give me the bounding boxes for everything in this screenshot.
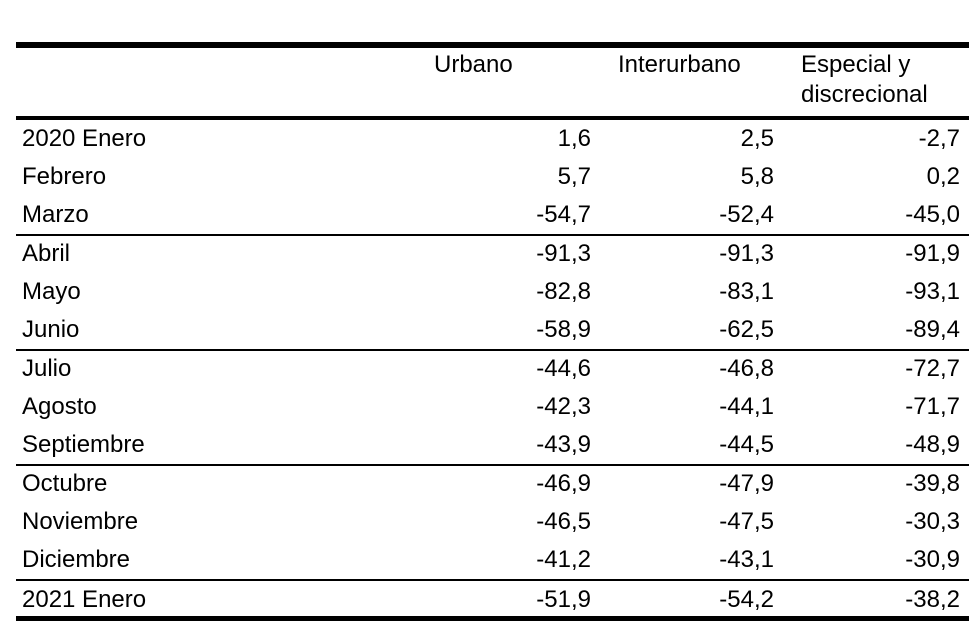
row-label: 2021 Enero xyxy=(22,586,147,613)
cell-especial: -91,9 xyxy=(905,240,960,267)
table-row: Marzo -54,7 -52,4 -45,0 xyxy=(16,196,969,234)
table-row: 2020 Enero 1,6 2,5 -2,7 xyxy=(16,120,969,158)
table-row: Julio -44,6 -46,8 -72,7 xyxy=(16,350,969,388)
table-row: Agosto -42,3 -44,1 -71,7 xyxy=(16,388,969,426)
cell-especial: -30,9 xyxy=(905,546,960,573)
cell-urbano: -82,8 xyxy=(536,278,591,305)
cell-interurbano: -91,3 xyxy=(719,240,774,267)
cell-interurbano: -47,9 xyxy=(719,470,774,497)
table-row: Febrero 5,7 5,8 0,2 xyxy=(16,158,969,196)
table-row: Octubre -46,9 -47,9 -39,8 xyxy=(16,465,969,503)
cell-urbano: -51,9 xyxy=(536,586,591,613)
row-label: Agosto xyxy=(22,393,97,420)
cell-interurbano: -47,5 xyxy=(719,508,774,535)
header-rule xyxy=(16,116,969,120)
row-label: 2020 Enero xyxy=(22,125,147,152)
cell-especial: -30,3 xyxy=(905,508,960,535)
column-header-especial: Especial y discrecional xyxy=(801,50,928,110)
cell-especial: 0,2 xyxy=(926,163,960,190)
cell-interurbano: -46,8 xyxy=(719,355,774,382)
row-label: Octubre xyxy=(22,470,108,497)
table-row: Noviembre -46,5 -47,5 -30,3 xyxy=(16,503,969,541)
cell-urbano: -43,9 xyxy=(536,431,591,458)
cell-especial: -71,7 xyxy=(905,393,960,420)
table-row: Abril -91,3 -91,3 -91,9 xyxy=(16,235,969,273)
cell-urbano: -44,6 xyxy=(536,355,591,382)
cell-urbano: -58,9 xyxy=(536,316,591,343)
table-row: Junio -58,9 -62,5 -89,4 xyxy=(16,311,969,349)
row-label: Mayo xyxy=(22,278,81,305)
cell-urbano: -91,3 xyxy=(536,240,591,267)
cell-especial: -38,2 xyxy=(905,586,960,613)
column-header-urbano: Urbano xyxy=(434,51,513,78)
row-label: Febrero xyxy=(22,163,107,190)
cell-especial: -45,0 xyxy=(905,201,960,228)
cell-especial: -2,7 xyxy=(918,125,960,152)
cell-especial: -93,1 xyxy=(905,278,960,305)
table-bottom-rule xyxy=(16,616,969,621)
cell-urbano: 5,7 xyxy=(557,163,591,190)
quarter-divider-rule xyxy=(16,464,969,466)
row-label: Marzo xyxy=(22,201,89,228)
cell-especial: -72,7 xyxy=(905,355,960,382)
column-header-interurbano: Interurbano xyxy=(618,51,741,78)
table-top-rule xyxy=(16,42,969,48)
row-label: Noviembre xyxy=(22,508,139,535)
column-header-especial-line2: discrecional xyxy=(801,81,928,108)
row-label: Diciembre xyxy=(22,546,131,573)
column-header-especial-line1: Especial y xyxy=(801,51,911,78)
cell-urbano: -42,3 xyxy=(536,393,591,420)
cell-interurbano: -54,2 xyxy=(719,586,774,613)
cell-interurbano: 2,5 xyxy=(740,125,774,152)
table-row: Mayo -82,8 -83,1 -93,1 xyxy=(16,273,969,311)
cell-interurbano: -52,4 xyxy=(719,201,774,228)
row-label: Junio xyxy=(22,316,80,343)
cell-especial: -48,9 xyxy=(905,431,960,458)
cell-interurbano: -44,1 xyxy=(719,393,774,420)
year-divider-rule xyxy=(16,579,969,581)
cell-interurbano: 5,8 xyxy=(740,163,774,190)
data-table: Urbano Interurbano Especial y discrecion… xyxy=(16,42,969,622)
table-row: Septiembre -43,9 -44,5 -48,9 xyxy=(16,426,969,464)
cell-urbano: -46,9 xyxy=(536,470,591,497)
row-label: Julio xyxy=(22,355,72,382)
cell-urbano: 1,6 xyxy=(557,125,591,152)
cell-interurbano: -44,5 xyxy=(719,431,774,458)
cell-urbano: -46,5 xyxy=(536,508,591,535)
table-row: 2021 Enero -51,9 -54,2 -38,2 xyxy=(16,581,969,619)
cell-especial: -89,4 xyxy=(905,316,960,343)
cell-interurbano: -83,1 xyxy=(719,278,774,305)
row-label: Abril xyxy=(22,240,71,267)
cell-urbano: -41,2 xyxy=(536,546,591,573)
cell-interurbano: -43,1 xyxy=(719,546,774,573)
cell-especial: -39,8 xyxy=(905,470,960,497)
cell-interurbano: -62,5 xyxy=(719,316,774,343)
quarter-divider-rule xyxy=(16,349,969,351)
quarter-divider-rule xyxy=(16,234,969,236)
table-row: Diciembre -41,2 -43,1 -30,9 xyxy=(16,541,969,579)
row-label: Septiembre xyxy=(22,431,145,458)
cell-urbano: -54,7 xyxy=(536,201,591,228)
